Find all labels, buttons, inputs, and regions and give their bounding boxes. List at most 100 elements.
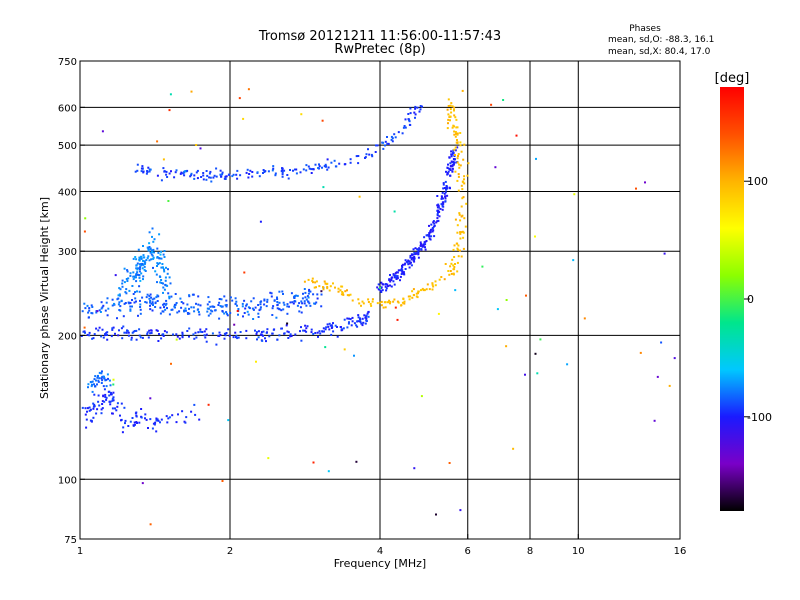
- echo-point: [111, 412, 114, 415]
- echo-point: [323, 165, 326, 168]
- echo-point: [126, 280, 129, 282]
- echo-point: [156, 174, 159, 177]
- echo-point: [140, 167, 143, 170]
- echo-point: [413, 255, 416, 258]
- echo-point: [92, 337, 95, 340]
- echo-point: [124, 422, 126, 425]
- echo-point: [81, 310, 84, 313]
- echo-point: [93, 378, 96, 381]
- echo-point: [197, 303, 200, 306]
- echo-point: [481, 265, 484, 268]
- echo-point: [409, 124, 412, 126]
- echo-point: [141, 482, 144, 485]
- echo-point: [100, 382, 103, 384]
- echo-point: [392, 300, 395, 303]
- echo-point: [190, 174, 193, 177]
- echo-point: [247, 313, 250, 316]
- echo-point: [458, 249, 461, 252]
- echo-point: [139, 279, 142, 282]
- echo-point: [353, 354, 355, 357]
- echo-point: [224, 304, 227, 307]
- echo-point: [454, 131, 457, 133]
- echo-point: [330, 327, 333, 329]
- echo-point: [265, 305, 268, 308]
- echo-point: [349, 161, 352, 164]
- echo-point: [106, 373, 109, 376]
- echo-point: [356, 320, 359, 323]
- echo-point: [226, 312, 228, 315]
- echo-point: [88, 409, 91, 412]
- echo-point: [288, 305, 290, 308]
- echo-point: [111, 399, 114, 402]
- echo-point: [155, 273, 158, 276]
- echo-point: [292, 169, 294, 172]
- echo-point: [411, 256, 414, 259]
- echo-point: [219, 334, 222, 336]
- echo-point: [257, 330, 260, 333]
- echo-point: [390, 138, 393, 141]
- echo-point: [365, 320, 368, 322]
- echo-point: [149, 251, 152, 254]
- echo-point: [94, 385, 97, 388]
- echo-point: [276, 304, 279, 307]
- echo-point: [228, 334, 231, 337]
- echo-point: [438, 215, 441, 218]
- echo-point: [135, 273, 138, 275]
- echo-point: [262, 334, 264, 337]
- echo-point: [92, 416, 95, 419]
- echo-point: [357, 298, 360, 301]
- echo-point: [454, 135, 457, 138]
- echo-point: [106, 297, 109, 300]
- echo-point: [125, 292, 128, 295]
- echo-point: [160, 250, 163, 253]
- echo-point: [280, 309, 283, 312]
- echo-point: [380, 281, 383, 284]
- echo-point: [457, 255, 460, 258]
- echo-point: [154, 270, 157, 273]
- echo-point: [156, 265, 158, 267]
- echo-point: [85, 418, 88, 421]
- echo-point: [251, 171, 254, 173]
- echo-point: [455, 132, 458, 135]
- echo-point: [132, 424, 135, 427]
- echo-point: [305, 327, 308, 330]
- y-tick-label: 200: [58, 331, 77, 342]
- y-axis-label: Stationary phase Virtual Height [km]: [38, 197, 51, 399]
- echo-point: [415, 252, 417, 255]
- echo-point: [173, 176, 176, 179]
- echo-point: [242, 315, 244, 318]
- echo-point: [365, 314, 368, 317]
- echo-point: [205, 178, 208, 181]
- echo-point: [84, 307, 87, 310]
- echo-point: [301, 297, 304, 300]
- echo-point: [152, 304, 154, 306]
- echo-point: [407, 118, 410, 121]
- echo-point: [304, 296, 307, 299]
- echo-point: [142, 275, 145, 278]
- echo-point: [316, 297, 319, 300]
- echo-point: [100, 408, 103, 411]
- echo-point: [281, 327, 283, 330]
- echo-point: [81, 406, 84, 409]
- echo-point: [118, 294, 121, 297]
- echo-point: [447, 170, 450, 173]
- echo-point: [450, 272, 453, 275]
- echo-point: [362, 302, 365, 305]
- echo-point: [168, 276, 171, 279]
- echo-point: [91, 306, 94, 308]
- echo-point: [455, 161, 458, 164]
- echo-point: [401, 269, 404, 272]
- echo-point: [248, 173, 251, 175]
- echo-point: [673, 357, 676, 360]
- echo-point: [315, 301, 318, 304]
- echo-point: [163, 270, 166, 273]
- echo-point: [109, 403, 112, 406]
- echo-point: [324, 282, 327, 285]
- y-tick-label: 400: [58, 187, 77, 198]
- echo-point: [225, 175, 228, 178]
- echo-point: [442, 187, 445, 190]
- echo-point: [262, 330, 265, 333]
- echo-point: [307, 300, 310, 303]
- echo-point: [444, 200, 447, 203]
- echo-point: [418, 110, 421, 113]
